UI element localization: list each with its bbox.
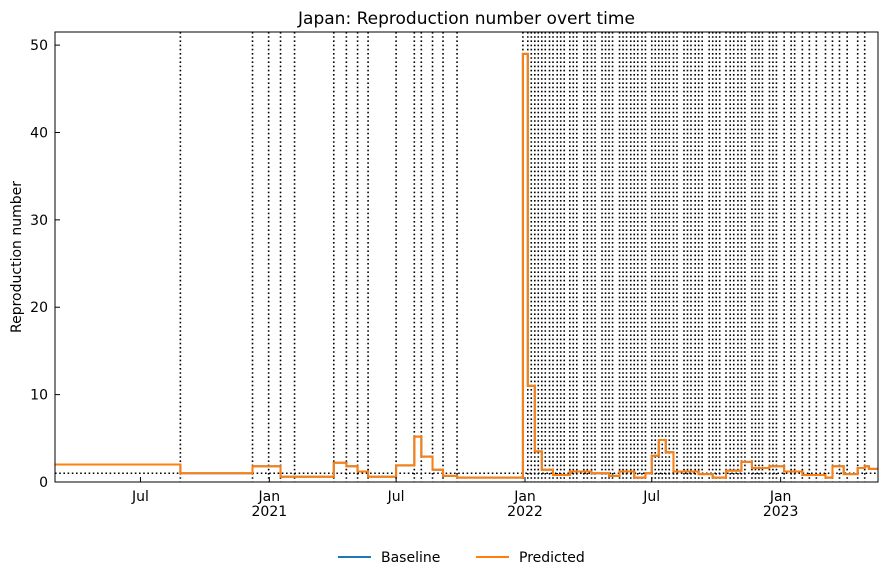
axes-frame [54,31,879,483]
y-tick-label: 30 [30,213,48,229]
series-line-predicted [55,52,878,479]
y-tick-label: 20 [30,300,48,316]
y-axis-label: Reproduction number [9,181,25,333]
x-tick-label: Jul [642,489,660,505]
x-tick-sublabel: 2022 [507,504,543,520]
legend-label-predicted: Predicted [519,550,585,566]
x-tick-sublabel: 2021 [252,504,288,520]
series-line-baseline [55,52,878,479]
x-tick-label: Jan [513,489,536,505]
chart-title: Japan: Reproduction number overt time [297,9,635,29]
legend: Baseline Predicted [338,550,585,566]
x-tick-label: Jan [769,489,792,505]
y-tick-label: 0 [39,475,48,491]
x-tick-label: Jul [387,489,405,505]
x-tick-label: Jul [131,489,149,505]
x-tick-sublabel: 2023 [763,504,799,520]
y-tick-label: 10 [30,388,48,404]
legend-label-baseline: Baseline [381,550,440,566]
y-tick-label: 40 [30,125,48,141]
x-tick-label: Jan [258,489,281,505]
y-tick-label: 50 [30,38,48,54]
